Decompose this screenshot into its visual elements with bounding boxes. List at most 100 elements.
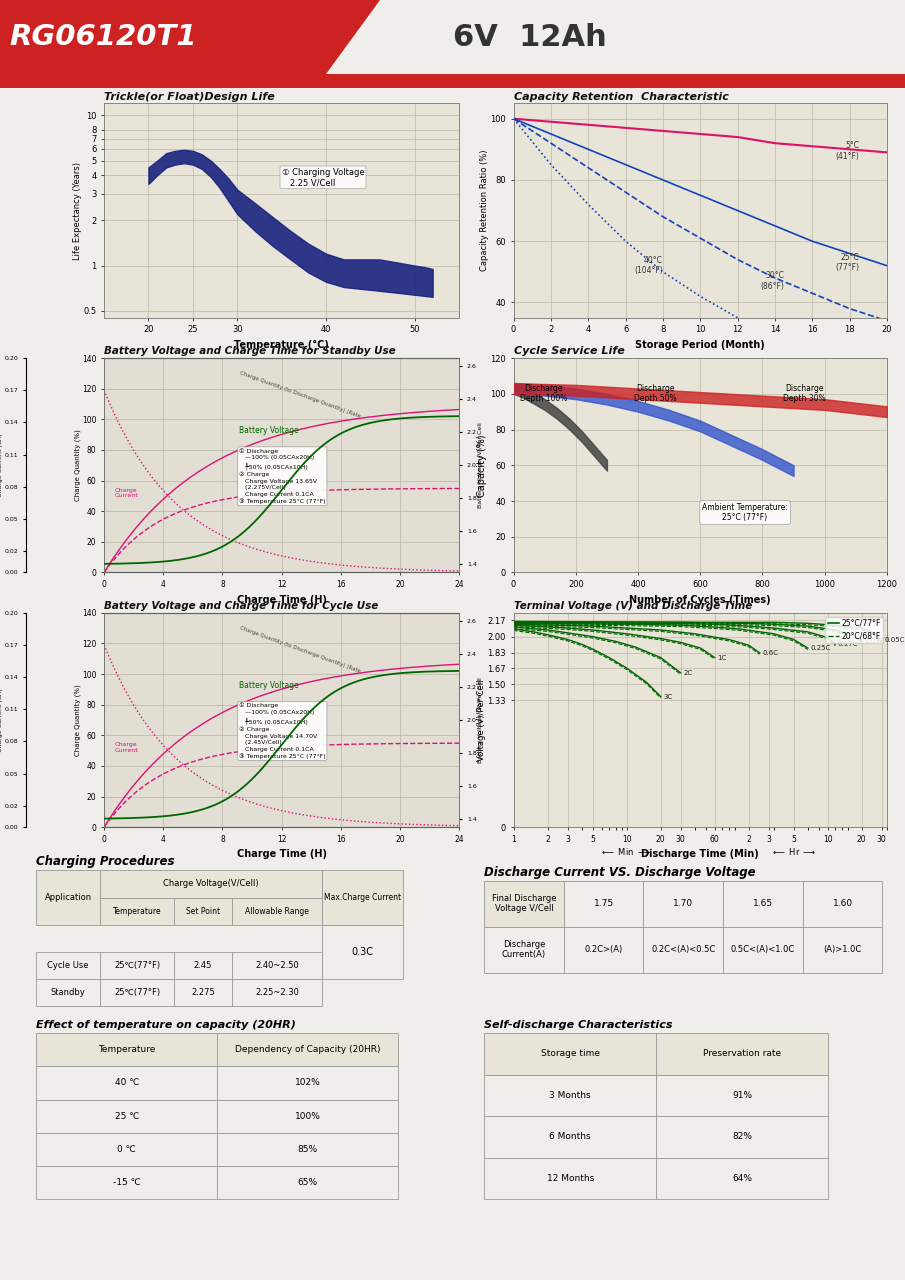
X-axis label: Charge Time (H): Charge Time (H) (237, 850, 327, 859)
Bar (174, 979, 232, 1006)
Text: 1.60: 1.60 (833, 899, 853, 909)
Text: 2.40~2.50: 2.40~2.50 (255, 961, 299, 970)
Y-axis label: Battery Voltage (V)/Per Cell: Battery Voltage (V)/Per Cell (479, 422, 483, 508)
Text: 30°C
(86°F): 30°C (86°F) (760, 271, 785, 291)
Bar (723, 881, 803, 927)
Text: 0.2C>(A): 0.2C>(A) (585, 945, 623, 955)
Bar (100, 952, 174, 979)
X-axis label: Temperature (°C): Temperature (°C) (234, 340, 329, 349)
Text: 0.05C: 0.05C (884, 637, 904, 644)
Bar (643, 881, 723, 927)
Text: Set Point: Set Point (186, 906, 220, 915)
Text: Battery Voltage: Battery Voltage (239, 681, 299, 690)
Bar (174, 952, 232, 979)
Bar (217, 1133, 398, 1166)
Bar (656, 1033, 828, 1074)
Text: 1.70: 1.70 (673, 899, 693, 909)
Text: Storage time: Storage time (540, 1050, 600, 1059)
Text: Discharge
Depth 50%: Discharge Depth 50% (634, 384, 677, 403)
Bar (0, 74, 905, 87)
Text: Dependency of Capacity (20HR): Dependency of Capacity (20HR) (235, 1044, 380, 1055)
Text: Charging Procedures: Charging Procedures (36, 855, 175, 868)
Bar (322, 924, 403, 979)
Bar (217, 1066, 398, 1100)
Bar (36, 952, 100, 979)
Bar (484, 1074, 656, 1116)
Text: 2.25~2.30: 2.25~2.30 (255, 988, 299, 997)
Text: 0 ℃: 0 ℃ (118, 1144, 136, 1155)
Text: 25 ℃: 25 ℃ (115, 1111, 138, 1121)
Text: Charge
Current: Charge Current (115, 742, 138, 753)
Text: Cycle Service Life: Cycle Service Life (514, 346, 624, 356)
Text: 0.5C<(A)<1.0C: 0.5C<(A)<1.0C (731, 945, 795, 955)
Bar (217, 1033, 398, 1066)
Bar (643, 927, 723, 973)
Bar (723, 927, 803, 973)
Bar (803, 881, 882, 927)
Text: Capacity Retention  Characteristic: Capacity Retention Characteristic (514, 91, 729, 101)
Y-axis label: Voltage (V)/Per Cell: Voltage (V)/Per Cell (477, 680, 486, 760)
Text: Temperature: Temperature (113, 906, 161, 915)
Bar (36, 1100, 217, 1133)
Text: Charge
Current: Charge Current (115, 488, 138, 498)
X-axis label: Number of Cycles (Times): Number of Cycles (Times) (630, 595, 771, 604)
Text: 0.25C: 0.25C (810, 645, 831, 652)
Text: Terminal Voltage (V) and Discharge Time: Terminal Voltage (V) and Discharge Time (514, 602, 752, 611)
Text: Preservation rate: Preservation rate (703, 1050, 781, 1059)
X-axis label: Charge Time (H): Charge Time (H) (237, 595, 327, 604)
Legend: 25°C/77°F, 20°C/68°F: 25°C/77°F, 20°C/68°F (825, 617, 883, 643)
Text: 102%: 102% (295, 1078, 320, 1088)
Text: Final Discharge
Voltage V/Cell: Final Discharge Voltage V/Cell (491, 893, 557, 914)
Text: 5°C
(41°F): 5°C (41°F) (835, 141, 859, 160)
Text: 3C: 3C (663, 694, 672, 700)
Text: $\longleftarrow$ Hr $\longrightarrow$: $\longleftarrow$ Hr $\longrightarrow$ (771, 846, 816, 858)
Text: 82%: 82% (732, 1133, 752, 1142)
Text: Discharge Current VS. Discharge Voltage: Discharge Current VS. Discharge Voltage (484, 865, 756, 878)
Text: 2.275: 2.275 (191, 988, 214, 997)
Text: -15 ℃: -15 ℃ (113, 1178, 140, 1188)
Text: 85%: 85% (298, 1144, 318, 1155)
Text: Battery Voltage: Battery Voltage (239, 426, 299, 435)
Text: 91%: 91% (732, 1091, 752, 1100)
Bar (656, 1116, 828, 1157)
Bar (484, 1033, 656, 1074)
Bar (656, 1074, 828, 1116)
Y-axis label: Charge Quantity (%): Charge Quantity (%) (74, 429, 81, 502)
Text: 0.2C<(A)<0.5C: 0.2C<(A)<0.5C (652, 945, 715, 955)
Text: Charge Quantity (to Discharge Quantity) (Rate: Charge Quantity (to Discharge Quantity) … (239, 371, 361, 419)
Text: RG06120T1: RG06120T1 (9, 23, 196, 51)
Bar (656, 1157, 828, 1199)
Text: 3 Months: 3 Months (549, 1091, 591, 1100)
Text: Discharge
Current(A): Discharge Current(A) (502, 940, 546, 960)
Bar (232, 979, 322, 1006)
Bar (232, 897, 322, 924)
X-axis label: Storage Period (Month): Storage Period (Month) (635, 340, 765, 349)
Text: Ambient Temperature:
25°C (77°F): Ambient Temperature: 25°C (77°F) (702, 503, 788, 522)
Text: Max.Charge Current: Max.Charge Current (324, 893, 401, 902)
Text: 100%: 100% (295, 1111, 320, 1121)
Text: 2.45: 2.45 (194, 961, 212, 970)
Bar (484, 1157, 656, 1199)
Y-axis label: Capacity Retention Ratio (%): Capacity Retention Ratio (%) (480, 150, 489, 271)
Bar (217, 1100, 398, 1133)
Bar (174, 897, 232, 924)
Text: 6 Months: 6 Months (549, 1133, 591, 1142)
Text: 0.09C: 0.09C (864, 639, 885, 644)
Text: 25°C
(77°F): 25°C (77°F) (835, 253, 859, 273)
Text: 64%: 64% (732, 1174, 752, 1183)
Bar (36, 979, 100, 1006)
Bar (100, 897, 174, 924)
Text: 25℃(77°F): 25℃(77°F) (114, 988, 160, 997)
Text: ① Charging Voltage
   2.25 V/Cell: ① Charging Voltage 2.25 V/Cell (281, 168, 365, 187)
Text: 2C: 2C (683, 669, 692, 676)
Text: Battery Voltage and Charge Time for Standby Use: Battery Voltage and Charge Time for Stan… (104, 346, 395, 356)
Bar (232, 952, 322, 979)
Text: Battery Voltage and Charge Time for Cycle Use: Battery Voltage and Charge Time for Cycl… (104, 602, 378, 611)
Text: 12 Months: 12 Months (547, 1174, 594, 1183)
Bar (36, 1066, 217, 1100)
Y-axis label: Battery Voltage (V)/Per Cell: Battery Voltage (V)/Per Cell (479, 677, 483, 763)
Bar (36, 1033, 217, 1066)
Bar (564, 881, 643, 927)
Text: 0.6C: 0.6C (762, 650, 778, 655)
Y-axis label: Capacity (%): Capacity (%) (478, 434, 488, 497)
